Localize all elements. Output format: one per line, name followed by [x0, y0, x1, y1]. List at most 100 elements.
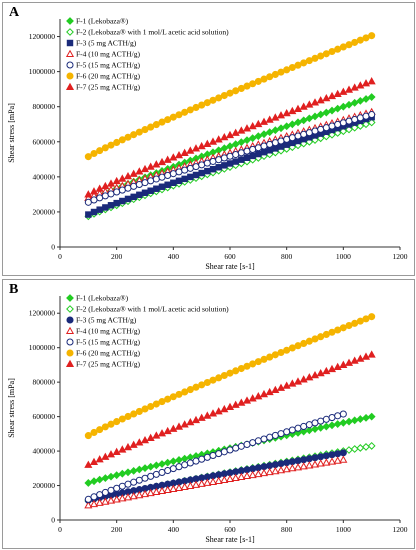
data-point — [282, 108, 291, 117]
data-point — [84, 198, 92, 206]
data-point — [277, 137, 285, 145]
data-point — [288, 458, 296, 466]
data-point — [96, 426, 104, 434]
data-point — [124, 184, 132, 192]
data-point — [203, 453, 211, 461]
data-point — [283, 428, 291, 436]
data-point — [123, 493, 133, 501]
data-point — [129, 440, 138, 448]
data-point — [175, 390, 183, 398]
data-point — [180, 482, 189, 490]
y-tick-label: 1000000 — [29, 67, 56, 76]
data-point — [84, 479, 93, 487]
data-point — [339, 127, 348, 136]
data-point — [163, 458, 172, 467]
data-point — [130, 193, 137, 201]
data-point — [232, 158, 239, 165]
data-point — [147, 472, 155, 480]
data-point — [146, 462, 155, 471]
data-point — [259, 389, 269, 398]
x-tick-label: 800 — [281, 525, 293, 534]
data-point — [214, 476, 223, 484]
data-point — [130, 131, 138, 139]
series — [84, 111, 376, 206]
data-point — [112, 176, 121, 185]
data-point — [356, 96, 365, 105]
data-point — [334, 120, 342, 128]
data-point — [123, 442, 133, 451]
data-point — [118, 445, 127, 453]
data-point — [135, 465, 144, 474]
data-point — [101, 452, 110, 460]
legend-label: F-6 (20 mg ACTH/g) — [76, 349, 140, 358]
data-point — [170, 179, 177, 187]
data-point — [266, 140, 274, 148]
data-point — [288, 426, 296, 434]
data-point — [333, 104, 342, 113]
data-point — [283, 346, 291, 354]
data-point — [351, 115, 359, 124]
data-point — [90, 149, 98, 158]
data-point — [141, 126, 149, 134]
data-point — [260, 148, 268, 156]
data-point — [243, 440, 251, 449]
data-point — [322, 452, 330, 460]
legend-label: F-5 (15 mg ACTH/g) — [76, 338, 140, 347]
data-point — [95, 475, 104, 484]
chart-panel-a: A 0 200 400 600 800 1000 1200 0 200000 400000 6000… — [2, 2, 415, 276]
data-point — [113, 138, 121, 146]
data-point — [136, 191, 143, 199]
legend-label: F-3 (5 mg ACTH/g) — [76, 316, 137, 325]
data-point — [181, 461, 189, 469]
data-point — [65, 326, 75, 335]
data-point — [198, 381, 206, 389]
data-point — [135, 438, 144, 446]
data-point — [203, 159, 211, 167]
data-point — [328, 328, 336, 336]
data-point — [317, 52, 325, 60]
data-point — [66, 61, 74, 69]
data-point — [266, 433, 274, 441]
data-point — [231, 128, 240, 136]
data-point — [180, 454, 189, 463]
legend-label: F-4 (10 mg ACTH/g) — [76, 50, 140, 59]
data-point — [204, 167, 211, 175]
data-point — [243, 82, 251, 90]
x-tick-label: 1000 — [336, 252, 351, 261]
x-tick-label: 1200 — [393, 252, 408, 261]
data-point — [362, 34, 370, 42]
data-point — [339, 418, 348, 427]
data-point — [322, 50, 330, 58]
data-point — [327, 364, 337, 373]
x-tick-label: 0 — [58, 252, 62, 261]
data-point — [350, 98, 359, 107]
data-point — [266, 462, 274, 470]
data-point — [164, 466, 172, 475]
legend-label: F-4 (10 mg ACTH/g) — [76, 327, 140, 336]
data-point — [107, 202, 115, 209]
data-point — [107, 141, 115, 149]
data-point — [135, 180, 143, 189]
y-tick-label: 1200000 — [29, 32, 56, 41]
data-point — [192, 163, 200, 171]
legend-label: F-1 (Lekobaza®) — [76, 294, 129, 303]
data-point — [345, 117, 353, 125]
data-point — [147, 177, 155, 185]
data-point — [339, 119, 347, 127]
data-point — [248, 134, 257, 143]
legend-label: F-1 (Lekobaza®) — [76, 17, 129, 26]
data-point — [209, 157, 217, 165]
data-point — [102, 204, 109, 211]
legend-label: F-6 (20 mg ACTH/g) — [76, 72, 140, 81]
data-point — [84, 495, 92, 503]
data-point — [164, 116, 172, 124]
data-point — [226, 369, 234, 377]
data-point — [118, 482, 126, 490]
data-point — [65, 359, 75, 368]
data-point — [356, 81, 365, 89]
data-point — [316, 110, 325, 119]
series — [85, 113, 375, 218]
data-point — [311, 112, 319, 121]
data-point — [186, 146, 195, 154]
x-tick-label: 800 — [281, 252, 293, 261]
